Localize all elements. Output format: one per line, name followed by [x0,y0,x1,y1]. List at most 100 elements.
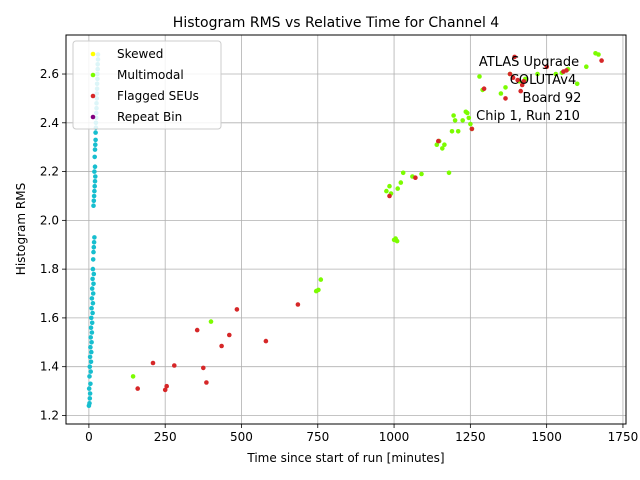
data-point [150,360,156,366]
data-point [452,118,458,123]
data-point [318,277,324,282]
data-point [316,287,321,293]
y-tick-label: 1.4 [40,360,59,374]
data-point [92,164,98,169]
data-point [400,170,406,176]
grid-lines [66,35,626,424]
y-tick-label: 2.2 [40,165,59,179]
data-point [89,349,94,355]
data-point [574,81,580,87]
chart-title: Histogram RMS vs Relative Time for Chann… [173,15,499,31]
x-ticks: 0 250 500 750 1000 1250 1500 1750 [85,424,638,444]
data-point [596,52,601,57]
data-point [234,307,240,312]
data-point [89,305,94,311]
data-point [521,79,527,84]
legend-frame [72,40,222,130]
data-point [93,174,98,179]
data-point [89,320,95,326]
plot-frame [65,34,627,425]
data-point [503,96,508,101]
legend-marker [90,93,96,99]
run-annotation: ATLAS Upgrade COLUTAv4 Board 92 Chip 1, Run… [476,55,581,124]
data-point [498,91,504,96]
data-point [87,401,92,406]
data-point [91,193,97,199]
legend-label: Skewed [117,47,163,61]
data-point [164,383,169,389]
x-tick-label: 1250 [455,430,486,444]
data-point [503,85,508,90]
data-point [91,240,97,245]
data-point [553,71,559,77]
data-point [87,354,93,360]
data-point [387,183,392,189]
x-tick-label: 0 [85,430,93,444]
data-point [446,170,452,176]
y-ticks: 1.2 1.4 1.6 1.8 2.0 2.2 2.4 2.6 [40,67,66,422]
annotation-line: ATLAS Upgrade [479,55,579,70]
y-tick-label: 2.0 [40,213,59,227]
data-point [510,75,516,80]
x-tick-label: 1000 [379,430,410,444]
data-point [465,110,470,116]
data-point [130,374,136,379]
data-point [413,175,418,180]
annotation-line: Board 92 [523,91,582,106]
data-point [90,310,95,316]
data-point [91,249,96,255]
data-point [227,332,232,338]
data-point [515,77,520,83]
data-point [384,188,389,194]
data-point [466,115,472,121]
data-point [87,374,92,379]
data-point [89,315,94,321]
data-point [92,179,98,184]
data-point [395,186,401,191]
annotation-line: COLUTAv4 [510,73,576,88]
legend-marker [90,51,96,57]
data-point [87,391,93,396]
y-tick-label: 1.2 [40,408,59,422]
data-point [398,180,404,185]
data-point [512,54,517,60]
data-point [387,193,392,199]
data-point [88,335,93,340]
data-point [92,169,97,174]
data-point [394,238,400,244]
data-point [86,386,92,391]
data-point [91,203,96,208]
y-tick-label: 2.6 [40,67,59,81]
data-point [90,266,96,272]
x-tick-label: 500 [230,430,253,444]
data-point [91,281,96,287]
y-tick-label: 2.4 [40,116,59,130]
annotation-line: Chip 1, Run 210 [476,109,580,124]
data-point [92,235,97,240]
data-point [90,276,95,282]
legend-label: Flagged SEUs [117,89,199,103]
x-tick-label: 1500 [531,430,562,444]
legend-label: Multimodal [117,68,184,82]
data-point [208,319,214,324]
data-point [88,325,94,331]
data-point [90,301,96,306]
data-point [263,338,269,344]
data-point [434,142,440,147]
y-tick-label: 1.6 [40,311,59,325]
data-point [89,296,95,301]
legend-label: Repeat Bin [117,110,182,124]
x-axis-title: Time since start of run [minutes] [246,451,444,465]
x-tick-label: 1750 [608,430,639,444]
data-point [89,330,95,335]
legend-marker [90,72,96,78]
x-tick-label: 250 [154,430,177,444]
data-point [544,64,549,69]
data-point [451,113,456,118]
data-point [440,146,445,151]
data-point [518,88,523,94]
legend: Skewed Multimodal Flagged SEUs Repeat Bin [72,40,222,130]
data-point [93,130,98,135]
data-point [481,86,487,91]
data-point [91,271,97,277]
